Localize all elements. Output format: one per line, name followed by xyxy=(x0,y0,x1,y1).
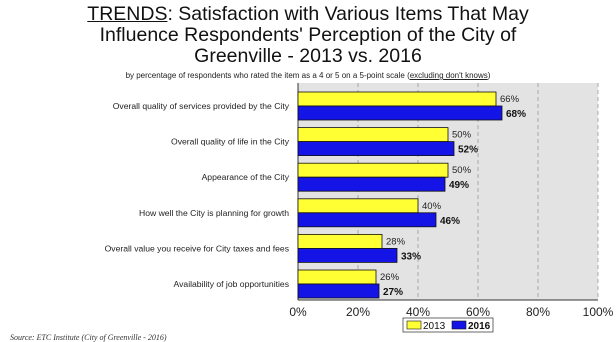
title-line3: Greenville - 2013 vs. 2016 xyxy=(194,45,422,67)
title-line1: : Satisfaction with Various Items That M… xyxy=(167,3,529,25)
data-label-2016: 49% xyxy=(449,180,469,191)
x-tick-label: 40% xyxy=(406,305,430,319)
bar-2016 xyxy=(297,176,446,192)
category-label: Appearance of the City xyxy=(202,172,290,182)
title-line2: Influence Respondents' Perception of the… xyxy=(99,24,517,46)
data-label-2016: 33% xyxy=(401,251,421,262)
category-label: How well the City is planning for growth xyxy=(139,208,289,218)
category-label: Overall quality of life in the City xyxy=(171,137,290,147)
legend-box xyxy=(402,317,494,333)
subtitle-underlined: excluding don't knows xyxy=(409,71,488,80)
title-trends: TRENDS xyxy=(87,3,168,25)
data-label-2016: 27% xyxy=(383,287,403,298)
bar-2013 xyxy=(297,198,419,214)
data-label-2016: 46% xyxy=(440,216,460,227)
subtitle-close: ) xyxy=(487,71,491,80)
legend-label-2013: 2013 xyxy=(423,321,446,332)
chart-subtitle: by percentage of respondents who rated t… xyxy=(0,71,616,80)
chart-title: TRENDS: Satisfaction with Various Items … xyxy=(0,4,616,67)
data-label-2013: 28% xyxy=(386,236,406,247)
bar-2013 xyxy=(297,269,377,285)
category-label: Availability of job opportunities xyxy=(174,279,289,289)
category-label: Overall value you receive for City taxes… xyxy=(105,243,289,253)
bar-2013 xyxy=(297,91,497,107)
x-tick-label: 20% xyxy=(346,305,370,319)
data-label-2013: 26% xyxy=(380,272,400,283)
x-tick-label: 100% xyxy=(583,305,614,319)
data-label-2016: 52% xyxy=(458,145,478,156)
data-label-2013: 66% xyxy=(500,94,520,105)
x-tick-label: 60% xyxy=(466,305,490,319)
bar-2016 xyxy=(297,212,437,228)
bar-2016 xyxy=(297,141,455,157)
source-note: Source: ETC Institute (City of Greenvill… xyxy=(10,333,167,342)
bar-2016 xyxy=(297,247,398,263)
category-label: Overall quality of services provided by … xyxy=(113,101,290,111)
legend-swatch-2016 xyxy=(451,320,467,330)
x-tick-label: 80% xyxy=(526,305,550,319)
data-label-2013: 50% xyxy=(452,165,472,176)
data-label-2013: 50% xyxy=(452,130,472,141)
bar-2013 xyxy=(297,127,449,142)
bar-2013 xyxy=(297,162,449,178)
bar-2016 xyxy=(297,283,380,299)
data-label-2013: 40% xyxy=(422,201,442,212)
legend-label-2016: 2016 xyxy=(468,321,491,332)
legend-swatch-2013 xyxy=(406,320,422,330)
x-tick-label: 0% xyxy=(289,305,307,319)
bar-2016 xyxy=(297,105,503,121)
subtitle-text: by percentage of respondents who rated t… xyxy=(125,71,410,80)
bar-2013 xyxy=(297,233,383,249)
data-label-2016: 68% xyxy=(506,109,526,120)
